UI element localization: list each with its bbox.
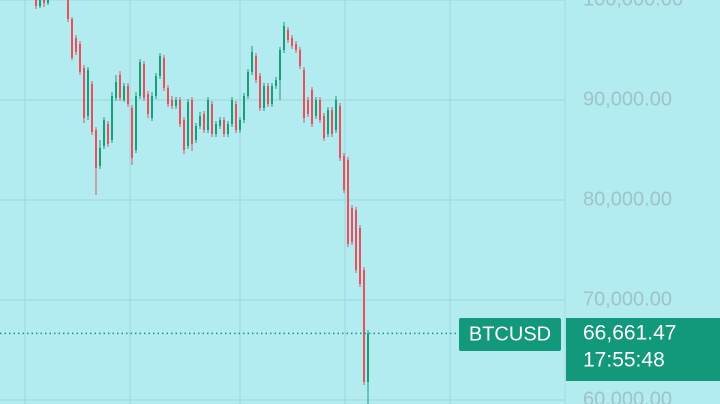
candle-body — [211, 104, 213, 134]
candle-body — [339, 106, 341, 158]
candle-body — [155, 76, 157, 96]
y-grid: 100,000.00 90,000.00 80,000.00 70,000.00 60,… — [0, 0, 683, 404]
candle-body — [227, 124, 229, 134]
symbol-box — [459, 318, 561, 351]
candle-body — [259, 76, 261, 108]
candle-body — [191, 100, 193, 144]
candle-body — [207, 100, 209, 130]
candle-body — [271, 86, 273, 104]
candle-body — [179, 100, 181, 124]
countdown-label: 17:55:48 — [583, 349, 665, 372]
candle-body — [47, 0, 49, 3]
candle-body — [239, 120, 241, 130]
x-grid — [24, 0, 451, 404]
candle-body — [75, 38, 77, 52]
candle-body — [355, 210, 357, 270]
candle-body — [79, 44, 81, 72]
y-tick-label: 90,000.00 — [583, 88, 672, 110]
candle-body — [131, 108, 133, 158]
candle-body — [35, 0, 37, 6]
candle-body — [167, 88, 169, 104]
candle-body — [299, 50, 301, 66]
candle-body — [139, 62, 141, 96]
candle-body — [331, 110, 333, 134]
candle-body — [127, 86, 129, 104]
candle-body — [359, 228, 361, 284]
candle-body — [215, 124, 217, 134]
candle-body — [199, 116, 201, 126]
candle-body — [183, 120, 185, 150]
candle-body — [43, 0, 45, 3]
candle-body — [71, 19, 73, 58]
candle-body — [279, 50, 281, 80]
candle-body — [263, 86, 265, 108]
candle-body — [247, 72, 249, 96]
candle-body — [111, 96, 113, 140]
candle-body — [283, 26, 285, 50]
candle-body — [367, 333, 369, 382]
candle-body — [323, 116, 325, 138]
candle-body — [87, 70, 89, 116]
candle-body — [95, 130, 97, 168]
candle-body — [219, 120, 221, 126]
candle-body — [351, 208, 353, 242]
y-tick-label: 100,000.00 — [583, 0, 683, 10]
candle-body — [67, 0, 69, 19]
y-tick-label: 80,000.00 — [583, 188, 672, 210]
candle-body — [91, 84, 93, 132]
candle-body — [39, 0, 41, 6]
candle-body — [119, 75, 121, 98]
symbol-label: BTCUSD — [469, 323, 551, 345]
candle-body — [315, 100, 317, 116]
candle-body — [347, 160, 349, 244]
price-box — [566, 318, 720, 381]
candle-body — [83, 68, 85, 118]
candle-body — [307, 100, 309, 114]
candle-body — [275, 80, 277, 86]
candle-body — [319, 100, 321, 120]
candle-body — [363, 270, 365, 382]
candle-body — [223, 120, 225, 134]
candle-body — [231, 100, 233, 124]
candle-body — [291, 38, 293, 46]
candle-body — [251, 52, 253, 72]
candle-body — [327, 110, 329, 134]
candle-body — [151, 96, 153, 118]
candle-body — [311, 90, 313, 124]
candle-body — [255, 56, 257, 80]
candle-body — [115, 82, 117, 98]
candle-body — [135, 96, 137, 150]
candles — [35, 0, 369, 404]
candle-body — [303, 70, 305, 118]
candle-body — [243, 96, 245, 120]
candle-body — [107, 124, 109, 144]
y-tick-label: 60,000.00 — [583, 388, 672, 404]
candle-body — [187, 102, 189, 146]
candle-body — [147, 94, 149, 114]
candle-body — [203, 114, 205, 130]
candle-body — [171, 100, 173, 106]
y-tick-label: 70,000.00 — [583, 288, 672, 310]
candle-body — [287, 30, 289, 40]
candle-body — [143, 64, 145, 98]
candle-body — [295, 44, 297, 50]
price-overlay: BTCUSD 66,661.47 17:55:48 — [459, 318, 720, 381]
candle-body — [267, 86, 269, 104]
candle-body — [103, 120, 105, 146]
candle-body — [343, 156, 345, 190]
candle-body — [99, 148, 101, 166]
candle-body — [163, 58, 165, 88]
price-label: 66,661.47 — [583, 322, 676, 345]
candle-body — [335, 100, 337, 130]
candle-body — [159, 56, 161, 76]
candle-body — [195, 126, 197, 140]
candle-body — [123, 86, 125, 100]
candle-body — [175, 100, 177, 106]
candle-body — [235, 104, 237, 130]
